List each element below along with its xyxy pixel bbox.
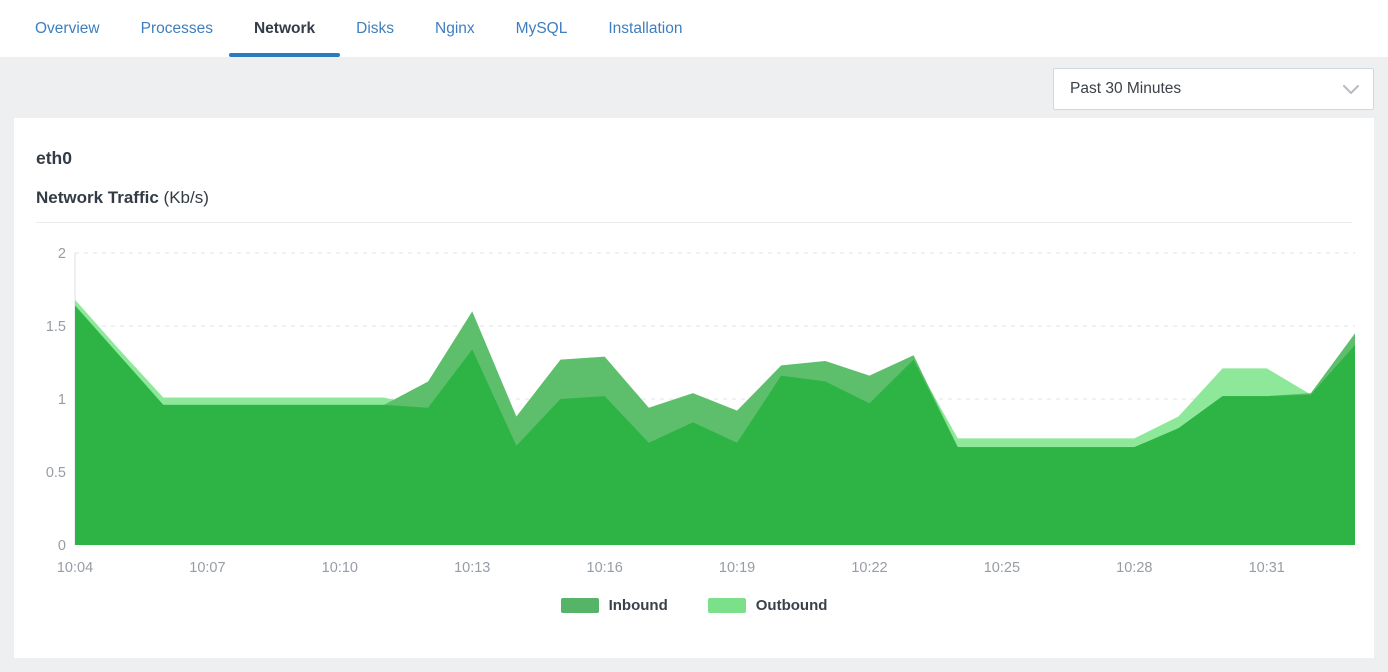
network-panel: eth0 Network Traffic (Kb/s) 0 0.5 1 1.5 2 10:… xyxy=(14,118,1374,658)
tab-overview[interactable]: Overview xyxy=(35,19,100,37)
tab-mysql[interactable]: MySQL xyxy=(515,19,568,37)
network-traffic-chart: 0 0.5 1 1.5 2 10:04 10:07 10:10 10:13 10:16 10:19 1… xyxy=(14,226,1374,586)
svg-text:10:16: 10:16 xyxy=(587,560,623,576)
chart-legend: Inbound Outbound xyxy=(14,597,1374,614)
tab-network[interactable]: Network xyxy=(228,0,341,57)
svg-text:10:07: 10:07 xyxy=(189,560,225,576)
chart-title: Network Traffic (Kb/s) xyxy=(14,169,1374,208)
svg-text:10:28: 10:28 xyxy=(1116,560,1152,576)
svg-text:2: 2 xyxy=(58,246,66,262)
svg-text:0: 0 xyxy=(58,538,66,554)
time-range-value: Past 30 Minutes xyxy=(1070,80,1182,97)
chart-canvas: 0 0.5 1 1.5 2 10:04 10:07 10:10 10:13 10:16 10:19 1… xyxy=(46,246,1355,576)
legend-label: Inbound xyxy=(608,597,668,614)
svg-text:10:13: 10:13 xyxy=(454,560,490,576)
tab-disks[interactable]: Disks xyxy=(356,19,395,37)
chart-title-text: Network Traffic xyxy=(36,188,159,207)
svg-text:10:04: 10:04 xyxy=(57,560,93,576)
tab-installation[interactable]: Installation xyxy=(608,19,683,37)
tab-nginx[interactable]: Nginx xyxy=(435,19,475,37)
chart-title-unit: (Kb/s) xyxy=(163,188,209,207)
tab-processes[interactable]: Processes xyxy=(140,19,213,37)
controls-row: Past 30 Minutes xyxy=(0,57,1388,118)
chevron-down-icon xyxy=(1343,85,1359,94)
divider xyxy=(36,222,1352,223)
svg-text:1.5: 1.5 xyxy=(46,319,66,335)
legend-swatch-outbound xyxy=(707,598,746,613)
svg-text:1: 1 xyxy=(58,392,66,408)
svg-text:10:19: 10:19 xyxy=(719,560,755,576)
time-range-select[interactable]: Past 30 Minutes xyxy=(1053,68,1374,110)
svg-text:10:10: 10:10 xyxy=(322,560,358,576)
svg-text:10:25: 10:25 xyxy=(984,560,1020,576)
svg-text:10:22: 10:22 xyxy=(851,560,887,576)
svg-text:0.5: 0.5 xyxy=(46,465,66,481)
legend-item-outbound[interactable]: Outbound xyxy=(707,597,828,614)
tab-bar: Overview Processes Network Disks Nginx MySQL I… xyxy=(0,0,1388,57)
legend-item-inbound[interactable]: Inbound xyxy=(560,597,668,614)
legend-swatch-inbound xyxy=(560,598,599,613)
svg-text:10:31: 10:31 xyxy=(1249,560,1285,576)
legend-label: Outbound xyxy=(755,597,828,614)
interface-name: eth0 xyxy=(36,148,72,168)
